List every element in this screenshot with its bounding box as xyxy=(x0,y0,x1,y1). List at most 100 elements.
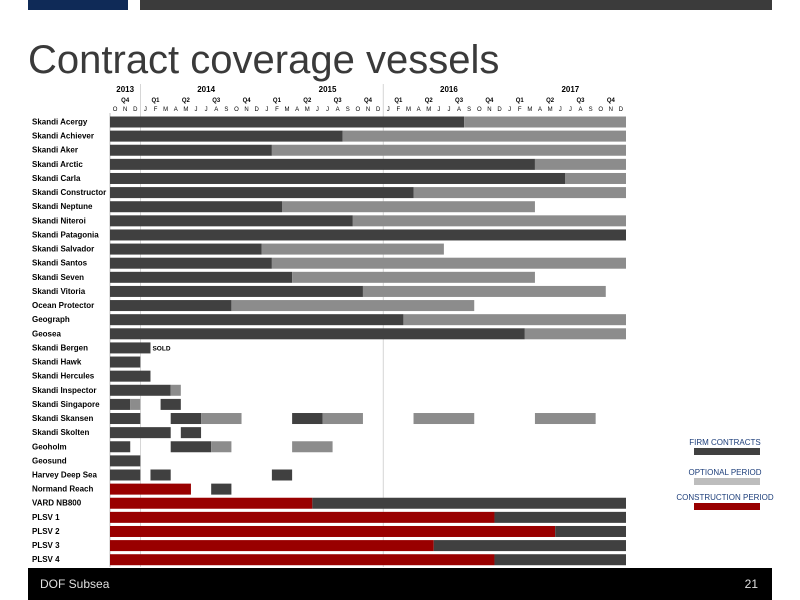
vessel-label-18: Skandi Hercules xyxy=(32,372,95,381)
bar-firm-8-0 xyxy=(110,229,626,241)
bar-firm-23-1 xyxy=(170,441,212,453)
year-label-4: 2017 xyxy=(561,85,579,94)
vessel-label-14: Geograph xyxy=(32,315,70,324)
vessel-label-1: Skandi Achiever xyxy=(32,132,94,141)
legend-swatch-construction xyxy=(694,503,760,510)
month-label-24: O xyxy=(356,107,361,113)
vessel-label-12: Skandi Vitoria xyxy=(32,287,86,296)
bar-firm-19-0 xyxy=(110,384,171,396)
bar-firm-13-0 xyxy=(110,300,232,312)
month-label-6: A xyxy=(174,107,178,113)
month-label-29: M xyxy=(406,107,411,113)
bar-option-11-1 xyxy=(292,271,535,283)
quarter-label-12: Q4 xyxy=(485,98,494,104)
vessel-label-5: Skandi Constructor xyxy=(32,188,106,197)
bar-option-15-1 xyxy=(524,328,626,340)
bar-option-7-1 xyxy=(352,215,626,227)
month-label-41: M xyxy=(527,107,532,113)
year-label-2: 2015 xyxy=(319,85,337,94)
month-label-11: S xyxy=(224,107,228,113)
legend-label-optional: OPTIONAL PERIOD xyxy=(688,468,762,477)
quarter-label-1: Q1 xyxy=(152,98,161,104)
quarter-label-7: Q3 xyxy=(334,98,343,104)
vessel-label-22: Skandi Skolten xyxy=(32,428,89,437)
vessel-label-9: Skandi Salvador xyxy=(32,245,94,254)
vessel-label-30: PLSV 3 xyxy=(32,541,60,550)
month-label-9: J xyxy=(205,107,208,113)
vessel-label-15: Geosea xyxy=(32,329,61,338)
bar-firm-6-0 xyxy=(110,201,282,213)
bar-firm-27-1 xyxy=(312,497,626,509)
month-label-16: F xyxy=(275,107,279,113)
vessel-label-31: PLSV 4 xyxy=(32,555,60,564)
quarter-label-9: Q1 xyxy=(394,98,403,104)
page-title: Contract coverage vessels xyxy=(28,38,500,82)
month-label-27: J xyxy=(387,107,390,113)
bar-firm-10-0 xyxy=(110,257,272,269)
quarter-label-15: Q3 xyxy=(576,98,585,104)
footer-company: DOF Subsea xyxy=(40,577,110,591)
bar-option-9-1 xyxy=(261,243,444,255)
month-label-23: S xyxy=(346,107,350,113)
bar-option-19-1 xyxy=(170,384,181,396)
month-label-22: A xyxy=(336,107,340,113)
year-label-0: 2013 xyxy=(116,85,134,94)
bar-option-23-2 xyxy=(211,441,232,453)
vessel-label-10: Skandi Santos xyxy=(32,259,88,268)
month-label-26: D xyxy=(376,107,381,113)
bar-firm-5-0 xyxy=(110,187,414,199)
bar-option-13-1 xyxy=(231,300,475,312)
bar-firm-31-1 xyxy=(494,554,626,566)
month-label-31: M xyxy=(426,107,431,113)
bar-firm-20-0 xyxy=(110,398,131,410)
month-label-15: J xyxy=(265,107,268,113)
bar-firm-24-0 xyxy=(110,455,141,467)
quarter-label-3: Q3 xyxy=(212,98,221,104)
bar-firm-2-0 xyxy=(110,144,272,156)
legend-label-firm: FIRM CONTRACTS xyxy=(689,438,761,447)
bar-firm-14-0 xyxy=(110,314,404,326)
quarter-label-13: Q1 xyxy=(516,98,525,104)
vessel-label-8: Skandi Patagonia xyxy=(32,230,99,239)
month-label-7: M xyxy=(183,107,188,113)
month-label-1: N xyxy=(123,107,127,113)
bar-construction-31-0 xyxy=(110,554,495,566)
quarter-label-6: Q2 xyxy=(303,98,312,104)
bar-option-5-1 xyxy=(413,187,626,199)
month-label-28: F xyxy=(397,107,401,113)
bar-option-21-6 xyxy=(534,413,596,425)
month-label-13: N xyxy=(244,107,248,113)
vessel-label-24: Geosund xyxy=(32,456,67,465)
month-label-46: A xyxy=(578,107,582,113)
month-label-21: J xyxy=(326,107,329,113)
quarter-label-2: Q2 xyxy=(182,98,191,104)
vessel-label-27: VARD NB800 xyxy=(32,499,82,508)
bar-firm-28-1 xyxy=(494,511,626,523)
month-label-47: S xyxy=(589,107,593,113)
quarter-label-0: Q4 xyxy=(121,98,130,104)
bar-option-21-5 xyxy=(413,413,475,425)
vessel-label-11: Skandi Seven xyxy=(32,273,84,282)
month-label-19: M xyxy=(305,107,310,113)
month-label-14: D xyxy=(255,107,260,113)
bar-option-4-1 xyxy=(565,172,626,184)
top-accent-bar-blue xyxy=(28,0,128,10)
bar-option-20-1 xyxy=(130,398,141,410)
month-label-3: J xyxy=(144,107,147,113)
bar-firm-25-0 xyxy=(110,469,141,481)
month-label-25: N xyxy=(366,107,370,113)
month-label-12: O xyxy=(234,107,239,113)
vessel-label-3: Skandi Arctic xyxy=(32,160,83,169)
bar-firm-25-2 xyxy=(271,469,293,481)
bar-firm-26-1 xyxy=(211,483,232,495)
month-label-49: N xyxy=(609,107,613,113)
bar-firm-29-1 xyxy=(555,525,626,537)
month-label-17: M xyxy=(285,107,290,113)
bar-firm-30-1 xyxy=(433,540,626,552)
bar-option-0-1 xyxy=(464,116,626,128)
month-label-37: N xyxy=(487,107,491,113)
bar-firm-22-0 xyxy=(110,427,171,439)
bar-firm-23-0 xyxy=(110,441,131,453)
vessel-label-16: Skandi Bergen xyxy=(32,343,88,352)
